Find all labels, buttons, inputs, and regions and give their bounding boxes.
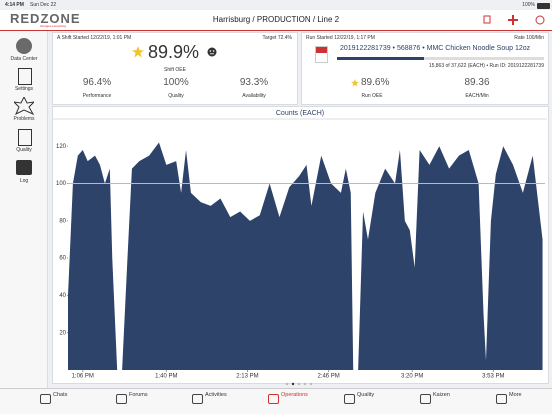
tab-icon[interactable] — [420, 394, 431, 404]
panel-icon[interactable] — [483, 15, 491, 24]
status-time: 4:14 PM — [5, 2, 24, 8]
tab-label[interactable]: Forums — [129, 392, 148, 398]
header-title: Harrisburg / PRODUCTION / Line 2 — [212, 15, 340, 24]
logo: REDZONE — [10, 11, 81, 26]
tab-icon[interactable] — [496, 394, 507, 404]
tab-label[interactable]: Quality — [357, 392, 375, 398]
status-battery: 100% — [522, 2, 535, 8]
run-rate: Rate 100/Min — [514, 35, 544, 41]
tab-label[interactable]: Chats — [53, 392, 68, 398]
run-product: 2019122281739 • 568876 • MMC Chicken Noo… — [340, 45, 531, 52]
tab-label[interactable]: More — [509, 392, 522, 398]
move-icon[interactable] — [508, 15, 518, 25]
x-tick-label: 1:06 PM — [72, 374, 94, 380]
shift-panel — [52, 32, 298, 105]
shift-oee: 89.9% — [148, 42, 200, 62]
chart-title: Counts (EACH) — [276, 110, 324, 117]
tab-icon[interactable] — [40, 394, 51, 404]
tagline: changes everything — [40, 24, 67, 28]
metric-value: 93.3% — [239, 77, 269, 88]
metric-value: 100% — [163, 77, 189, 88]
sidebar-label[interactable]: Data Center — [10, 56, 38, 62]
refresh-icon[interactable] — [535, 15, 545, 25]
shift-target: Target 72.4% — [262, 35, 292, 41]
y-tick-label: 120 — [56, 144, 67, 150]
metric-label: Quality — [168, 93, 184, 99]
run-progress-track — [337, 57, 544, 60]
sidebar-label[interactable]: Settings — [14, 86, 34, 92]
area — [68, 142, 543, 370]
tab-icon[interactable] — [268, 394, 279, 404]
header-icons[interactable] — [480, 14, 546, 26]
data-center-icon[interactable] — [16, 38, 32, 54]
tab-label[interactable]: Kaizen — [433, 392, 450, 398]
problems-icon[interactable] — [14, 97, 34, 115]
tab-label[interactable]: Operations — [281, 392, 308, 398]
tab-icon[interactable] — [192, 394, 203, 404]
sidebar-label[interactable]: Problems — [13, 116, 35, 122]
sidebar-label[interactable]: Quality — [16, 147, 32, 153]
run-started: Run Started 12/22/19, 1:17 PM — [306, 35, 375, 41]
battery-icon — [537, 3, 550, 9]
x-tick-label: 2:13 PM — [236, 374, 258, 380]
y-tick-label: 40 — [59, 293, 66, 299]
y-tick-label: 100 — [56, 181, 67, 187]
log-icon[interactable] — [16, 160, 32, 175]
shift-started: A Shift Started 12/22/19, 1:01 PM — [57, 35, 132, 41]
shift-oee-label: Shift OEE — [164, 67, 186, 73]
header — [0, 10, 552, 31]
metric-label: Run OEE — [361, 93, 383, 99]
run-panel — [301, 32, 549, 105]
star-icon — [132, 46, 144, 58]
page-dots[interactable] — [284, 382, 314, 386]
y-tick-label: 60 — [59, 256, 66, 262]
x-tick-label: 1:40 PM — [155, 374, 177, 380]
y-tick-label: 80 — [59, 218, 66, 224]
tab-icon[interactable] — [116, 394, 127, 404]
run-progress: 15,863 of 37,622 (EACH) • Run ID: 201912… — [428, 63, 544, 69]
metric-label: EACH/Min — [465, 93, 489, 99]
metric-value: 89.36 — [464, 77, 490, 88]
status-date: Sun Dec 22 — [30, 2, 57, 8]
tab-bar — [0, 388, 552, 414]
x-tick-label: 3:53 PM — [482, 374, 504, 380]
x-tick-label: 3:20 PM — [401, 374, 423, 380]
metric-label: Performance — [82, 93, 112, 99]
tab-icon[interactable] — [344, 394, 355, 404]
metric-value: 89.6% — [361, 77, 390, 88]
star-icon — [351, 79, 359, 87]
y-tick-label: 20 — [59, 330, 66, 336]
sidebar — [0, 31, 48, 388]
face-icon — [207, 47, 217, 57]
sidebar-label[interactable]: Log — [19, 178, 29, 184]
quality-icon[interactable] — [18, 129, 32, 146]
metric-label: Availability — [242, 93, 266, 99]
metric-value: 96.4% — [82, 77, 112, 88]
settings-icon[interactable] — [18, 68, 32, 85]
x-tick-label: 2:46 PM — [317, 374, 339, 380]
product-image — [315, 46, 328, 63]
tab-label[interactable]: Activities — [205, 392, 227, 398]
